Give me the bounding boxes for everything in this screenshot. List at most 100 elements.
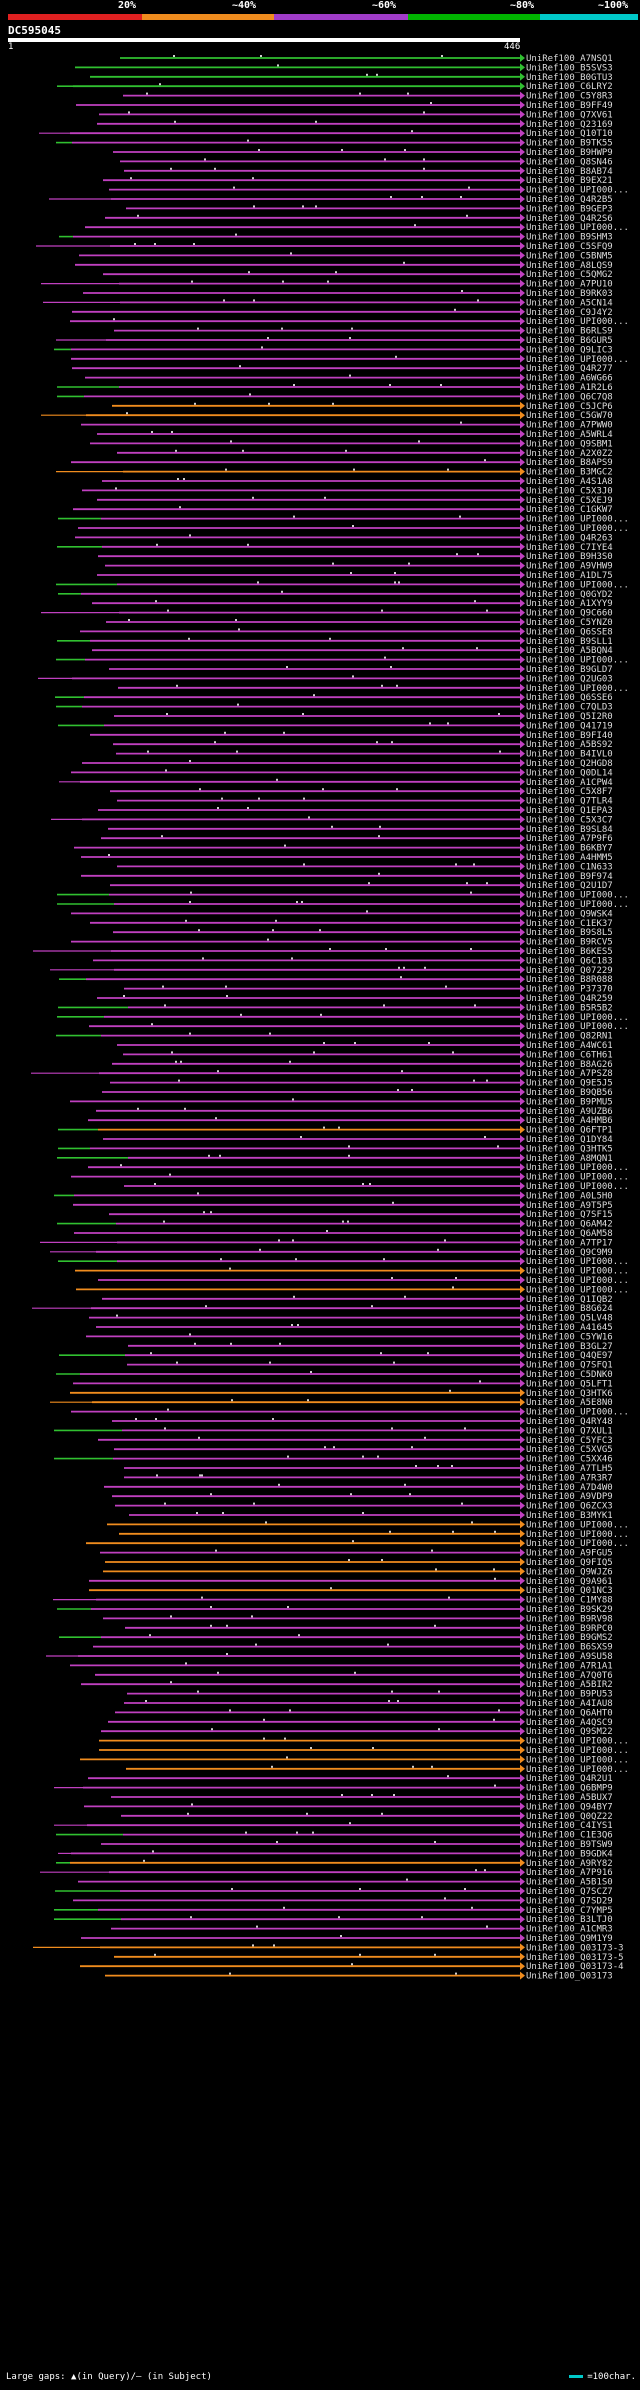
hit-row[interactable]: UniRef100_UPI000... [126,1764,629,1775]
hit-row[interactable]: UniRef100_Q9SBM1 [90,439,613,449]
hit-row[interactable]: UniRef100_Q6AM58 [74,1229,613,1239]
hit-row[interactable]: UniRef100_UPI000... [99,1746,629,1756]
hit-row[interactable]: UniRef100_Q3HTK6 [70,1388,613,1399]
hit-row[interactable]: UniRef100_A4HMB6 [88,1116,613,1126]
hit-row[interactable]: UniRef100_C5X3C7 [51,815,613,825]
hit-row[interactable]: UniRef100_A7P916 [40,1868,613,1878]
hit-row[interactable]: UniRef100_UPI000... [56,580,629,590]
hit-row[interactable]: UniRef100_UPI000... [88,1163,629,1173]
hit-row[interactable]: UniRef100_B6GUR5 [56,336,613,346]
hit-row[interactable]: UniRef100_Q82RN1 [56,1031,613,1042]
hit-row[interactable]: UniRef100_B9F974 [81,871,613,882]
hit-row[interactable]: UniRef100_A7Q0T6 [95,1670,613,1681]
hit-row[interactable]: UniRef100_A9RY82 [56,1858,613,1869]
hit-row[interactable]: UniRef100_C5JCP6 [112,401,613,412]
hit-row[interactable]: UniRef100_UPI000... [99,1736,629,1747]
hit-row[interactable]: UniRef100_C5Y8R3 [123,91,613,102]
hit-row[interactable]: UniRef100_C5XEJ9 [97,495,613,506]
hit-row[interactable]: UniRef100_Q9FIQ5 [105,1558,613,1568]
hit-row[interactable]: UniRef100_Q9C9M9 [50,1247,613,1258]
hit-row[interactable]: UniRef100_P37370 [124,984,613,995]
hit-row[interactable]: UniRef100_UPI000... [98,1276,629,1286]
hit-row[interactable]: UniRef100_B9EX21 [103,176,613,186]
hit-row[interactable]: UniRef100_B9GEP3 [126,204,613,214]
hit-row[interactable]: UniRef100_C5BNM5 [79,251,613,261]
hit-row[interactable]: UniRef100_B8G624 [32,1304,613,1314]
hit-row[interactable]: UniRef100_UPI000... [57,890,629,901]
hit-row[interactable]: UniRef100_A1XYY9 [92,599,613,609]
hit-row[interactable]: UniRef100_Q7XUL1 [54,1426,613,1436]
hit-row[interactable]: UniRef100_B9PMU5 [70,1097,613,1107]
hit-row[interactable]: UniRef100_Q07229 [50,965,613,976]
hit-row[interactable]: UniRef100_Q9LIC3 [54,345,613,355]
hit-row[interactable]: UniRef100_A4QSC9 [108,1717,613,1728]
hit-row[interactable]: UniRef100_B6SXS9 [93,1642,613,1653]
hit-row[interactable]: UniRef100_B9HWP9 [113,148,613,158]
hit-row[interactable]: UniRef100_UPI000... [71,1407,629,1418]
hit-row[interactable]: UniRef100_C1GKW7 [73,505,613,515]
hit-row[interactable]: UniRef100_B9SHM3 [59,232,613,243]
hit-row[interactable]: UniRef100_C4IYS1 [54,1821,613,1831]
hit-row[interactable]: UniRef100_Q7SCZ7 [55,1887,613,1897]
hit-row[interactable]: UniRef100_Q1IQB2 [102,1294,613,1305]
hit-row[interactable]: UniRef100_Q9C660 [41,608,613,619]
hit-row[interactable]: UniRef100_Q6C183 [93,956,613,966]
hit-row[interactable]: UniRef100_B5R5B2 [58,1003,613,1013]
hit-row[interactable]: UniRef100_B9TSW9 [101,1840,613,1850]
hit-row[interactable]: UniRef100_UPI000... [57,900,629,910]
hit-row[interactable]: UniRef100_C1E3Q6 [56,1830,613,1841]
hit-row[interactable]: UniRef100_A7NSQ1 [120,54,613,64]
hit-row[interactable]: UniRef100_A5BUX7 [111,1793,613,1803]
hit-row[interactable]: UniRef100_B9H3S0 [98,552,613,562]
hit-row[interactable]: UniRef100_B9SLL1 [57,636,613,647]
hit-row[interactable]: UniRef100_Q7SFQ1 [127,1360,613,1371]
hit-row[interactable]: UniRef100_Q3HTK5 [58,1144,613,1154]
hit-row[interactable]: UniRef100_B6KES5 [33,947,613,957]
hit-row[interactable]: UniRef100_Q7SF15 [109,1210,613,1220]
hit-row[interactable]: UniRef100_UPI000... [75,1266,629,1277]
hit-row[interactable]: UniRef100_UPI000... [57,1012,629,1023]
hit-row[interactable]: UniRef100_C5GW70 [41,411,613,421]
hit-row[interactable]: UniRef100_A5CN14 [43,298,613,308]
hit-row[interactable]: UniRef100_Q4R2B5 [49,195,613,205]
hit-row[interactable]: UniRef100_B8R088 [59,975,613,985]
hit-row[interactable]: UniRef100_Q2UG03 [38,674,613,684]
hit-row[interactable]: UniRef100_B9RK03 [83,289,613,299]
hit-row[interactable]: UniRef100_C6TH61 [123,1050,613,1060]
hit-row[interactable]: UniRef100_B3GL27 [128,1341,613,1352]
hit-row[interactable]: UniRef100_Q0GYD2 [58,589,613,600]
hit-row[interactable]: UniRef100_A7PSZ8 [31,1069,613,1079]
hit-row[interactable]: UniRef100_C5XVG5 [114,1445,613,1455]
hit-row[interactable]: UniRef100_UPI000... [89,1022,629,1032]
hit-row[interactable]: UniRef100_UPI000... [78,524,629,534]
hit-row[interactable]: UniRef100_B9QB56 [102,1088,613,1098]
hit-row[interactable]: UniRef100_B9RV98 [103,1614,613,1624]
hit-row[interactable]: UniRef100_UPI000... [76,1285,629,1295]
hit-row[interactable]: UniRef100_C7YMP5 [54,1905,613,1916]
hit-row[interactable]: UniRef100_C7IYE4 [57,542,613,553]
hit-row[interactable]: UniRef100_A5B1S0 [78,1877,613,1888]
hit-row[interactable]: UniRef100_UPI000... [80,1755,629,1765]
hit-row[interactable]: UniRef100_C5QMG2 [103,270,613,280]
hit-row[interactable]: UniRef100_C5YW16 [86,1332,613,1342]
hit-row[interactable]: UniRef100_C5YFC3 [98,1435,613,1446]
hit-row[interactable]: UniRef100_Q5LV48 [89,1313,613,1324]
hit-row[interactable]: UniRef100_Q6BMP9 [54,1783,613,1794]
hit-row[interactable]: UniRef100_Q4QE97 [59,1351,613,1361]
hit-row[interactable]: UniRef100_UPI000... [118,683,629,694]
hit-row[interactable]: UniRef100_B9TK55 [56,138,613,149]
hit-row[interactable]: UniRef100_Q2HGD8 [82,759,613,769]
hit-row[interactable]: UniRef100_B6KBY7 [74,843,613,854]
hit-row[interactable]: UniRef100_B9RCV5 [71,937,613,948]
hit-row[interactable]: UniRef100_A5WRL4 [97,430,613,440]
hit-row[interactable]: UniRef100_B8APS9 [71,458,613,468]
hit-row[interactable]: UniRef100_C7QLD3 [56,702,613,713]
hit-row[interactable]: UniRef100_Q1DY84 [103,1135,613,1145]
hit-row[interactable]: UniRef100_UPI000... [70,317,629,327]
hit-row[interactable]: UniRef100_A1R2L6 [57,383,613,393]
hit-row[interactable]: UniRef100_A4WC61 [117,1041,613,1051]
hit-row[interactable]: UniRef100_UPI000... [56,655,629,666]
hit-row[interactable]: UniRef100_Q6SSE6 [55,693,613,703]
hit-row[interactable]: UniRef100_C9J4Y2 [72,307,613,318]
hit-row[interactable]: UniRef100_A7TLH5 [124,1464,613,1474]
